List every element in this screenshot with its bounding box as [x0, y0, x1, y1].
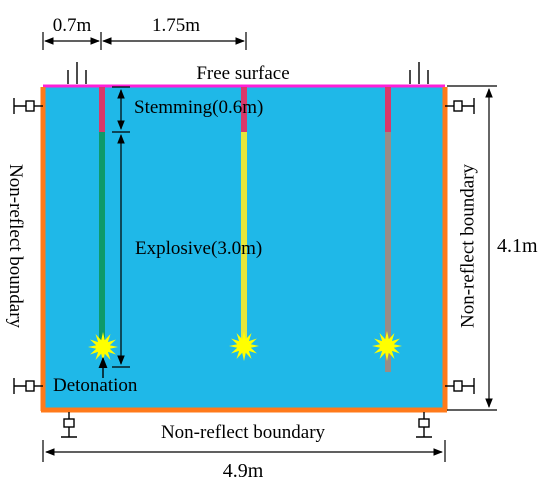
surface-markers	[67, 62, 429, 84]
hole-spacing-label: 1.75m	[152, 15, 200, 36]
bottom-supports	[61, 412, 432, 438]
blasthole-3	[385, 87, 391, 372]
side-supports	[13, 98, 475, 394]
stemming-segment	[99, 87, 105, 132]
stemming-segment	[385, 87, 391, 132]
width-label: 4.9m	[223, 460, 264, 482]
detonation-label: Detonation	[53, 375, 138, 396]
explosive-segment	[99, 132, 105, 340]
bottom-boundary-label: Non-reflect boundary	[161, 422, 326, 443]
right-boundary-label: Non-reflect boundary	[457, 163, 478, 328]
explosive-segment	[385, 132, 391, 372]
detonation-burst-1	[88, 332, 118, 362]
height-dimension	[447, 85, 497, 411]
free-surface-label: Free surface	[196, 63, 289, 84]
stemming-segment	[241, 87, 247, 132]
explosive-segment	[241, 132, 247, 340]
explosive-label: Explosive(3.0m)	[135, 238, 262, 259]
left-boundary-label: Non-reflect boundary	[5, 164, 26, 329]
detonation-burst-2	[229, 331, 259, 361]
detonation-burst-3	[372, 331, 402, 361]
blasthole-1	[99, 87, 105, 340]
stemming-label: Stemming(0.6m)	[134, 97, 263, 118]
width-dimension	[42, 440, 446, 462]
edge-spacing-label: 0.7m	[53, 15, 92, 36]
top-dimensions	[42, 32, 247, 50]
height-label: 4.1m	[497, 235, 538, 257]
charge-dimensions	[112, 86, 130, 368]
blasthole-2	[241, 87, 247, 340]
